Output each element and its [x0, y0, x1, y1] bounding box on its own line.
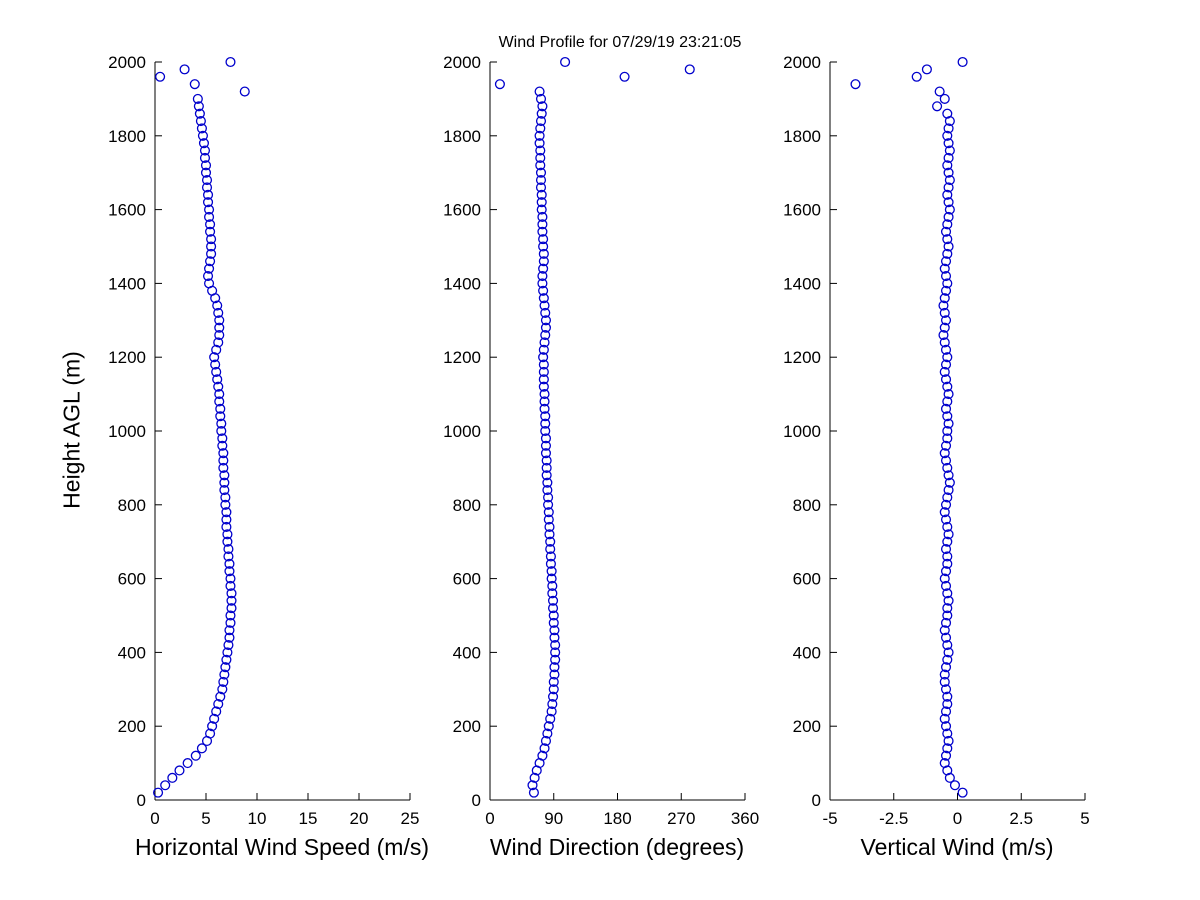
svg-text:400: 400	[793, 643, 821, 662]
svg-text:1800: 1800	[443, 127, 481, 146]
svg-text:800: 800	[118, 496, 146, 515]
horizontal-wind-speed-plot: 0 5 10 15 20 25 0 200 400 600 800 1000 1200 1400 1600 1…	[108, 53, 420, 828]
svg-text:360: 360	[731, 809, 759, 828]
svg-text:600: 600	[118, 570, 146, 589]
svg-text:400: 400	[453, 643, 481, 662]
svg-text:1400: 1400	[783, 274, 821, 293]
svg-text:5: 5	[1080, 809, 1089, 828]
svg-text:0: 0	[485, 809, 494, 828]
svg-text:2000: 2000	[783, 53, 821, 72]
svg-text:15: 15	[299, 809, 318, 828]
svg-text:1400: 1400	[443, 274, 481, 293]
svg-text:800: 800	[793, 496, 821, 515]
svg-text:1000: 1000	[783, 422, 821, 441]
svg-text:270: 270	[667, 809, 695, 828]
svg-text:25: 25	[401, 809, 420, 828]
x-axis-label-speed: Horizontal Wind Speed (m/s)	[135, 834, 429, 860]
svg-text:800: 800	[453, 496, 481, 515]
svg-text:1000: 1000	[108, 422, 146, 441]
svg-text:1200: 1200	[108, 348, 146, 367]
svg-text:600: 600	[453, 570, 481, 589]
svg-text:0: 0	[137, 791, 146, 810]
svg-text:180: 180	[603, 809, 631, 828]
svg-text:-2.5: -2.5	[879, 809, 908, 828]
svg-text:0: 0	[150, 809, 159, 828]
svg-text:1200: 1200	[443, 348, 481, 367]
svg-text:0: 0	[812, 791, 821, 810]
x-axis-label-direction: Wind Direction (degrees)	[489, 834, 745, 860]
svg-text:-5: -5	[822, 809, 837, 828]
svg-text:2000: 2000	[443, 53, 481, 72]
svg-text:10: 10	[248, 809, 267, 828]
svg-text:1000: 1000	[443, 422, 481, 441]
svg-text:2.5: 2.5	[1009, 809, 1033, 828]
svg-text:1600: 1600	[108, 201, 146, 220]
svg-text:1800: 1800	[783, 127, 821, 146]
svg-text:0: 0	[472, 791, 481, 810]
svg-text:5: 5	[201, 809, 210, 828]
svg-text:600: 600	[793, 570, 821, 589]
svg-text:2000: 2000	[108, 53, 146, 72]
vertical-wind-plot: -5 -2.5 0 2.5 5 0 200 400 600 800 1000 1200 1400 1600…	[783, 53, 1090, 828]
svg-text:1400: 1400	[108, 274, 146, 293]
svg-text:20: 20	[350, 809, 369, 828]
chart-title: Wind Profile for 07/29/19 23:21:05	[498, 34, 742, 51]
svg-text:0: 0	[953, 809, 962, 828]
svg-text:1200: 1200	[783, 348, 821, 367]
svg-text:1600: 1600	[443, 201, 481, 220]
svg-text:200: 200	[118, 717, 146, 736]
y-axis-label: Height AGL (m)	[58, 351, 85, 509]
wind-direction-plot: 0 90 180 270 360 0 200 400 600 800 1000 1200 1400 160…	[443, 53, 759, 828]
svg-text:90: 90	[544, 809, 563, 828]
svg-text:200: 200	[793, 717, 821, 736]
svg-text:400: 400	[118, 643, 146, 662]
x-axis-label-vertical: Vertical Wind (m/s)	[860, 834, 1054, 860]
svg-text:200: 200	[453, 717, 481, 736]
svg-text:1800: 1800	[108, 127, 146, 146]
svg-text:1600: 1600	[783, 201, 821, 220]
